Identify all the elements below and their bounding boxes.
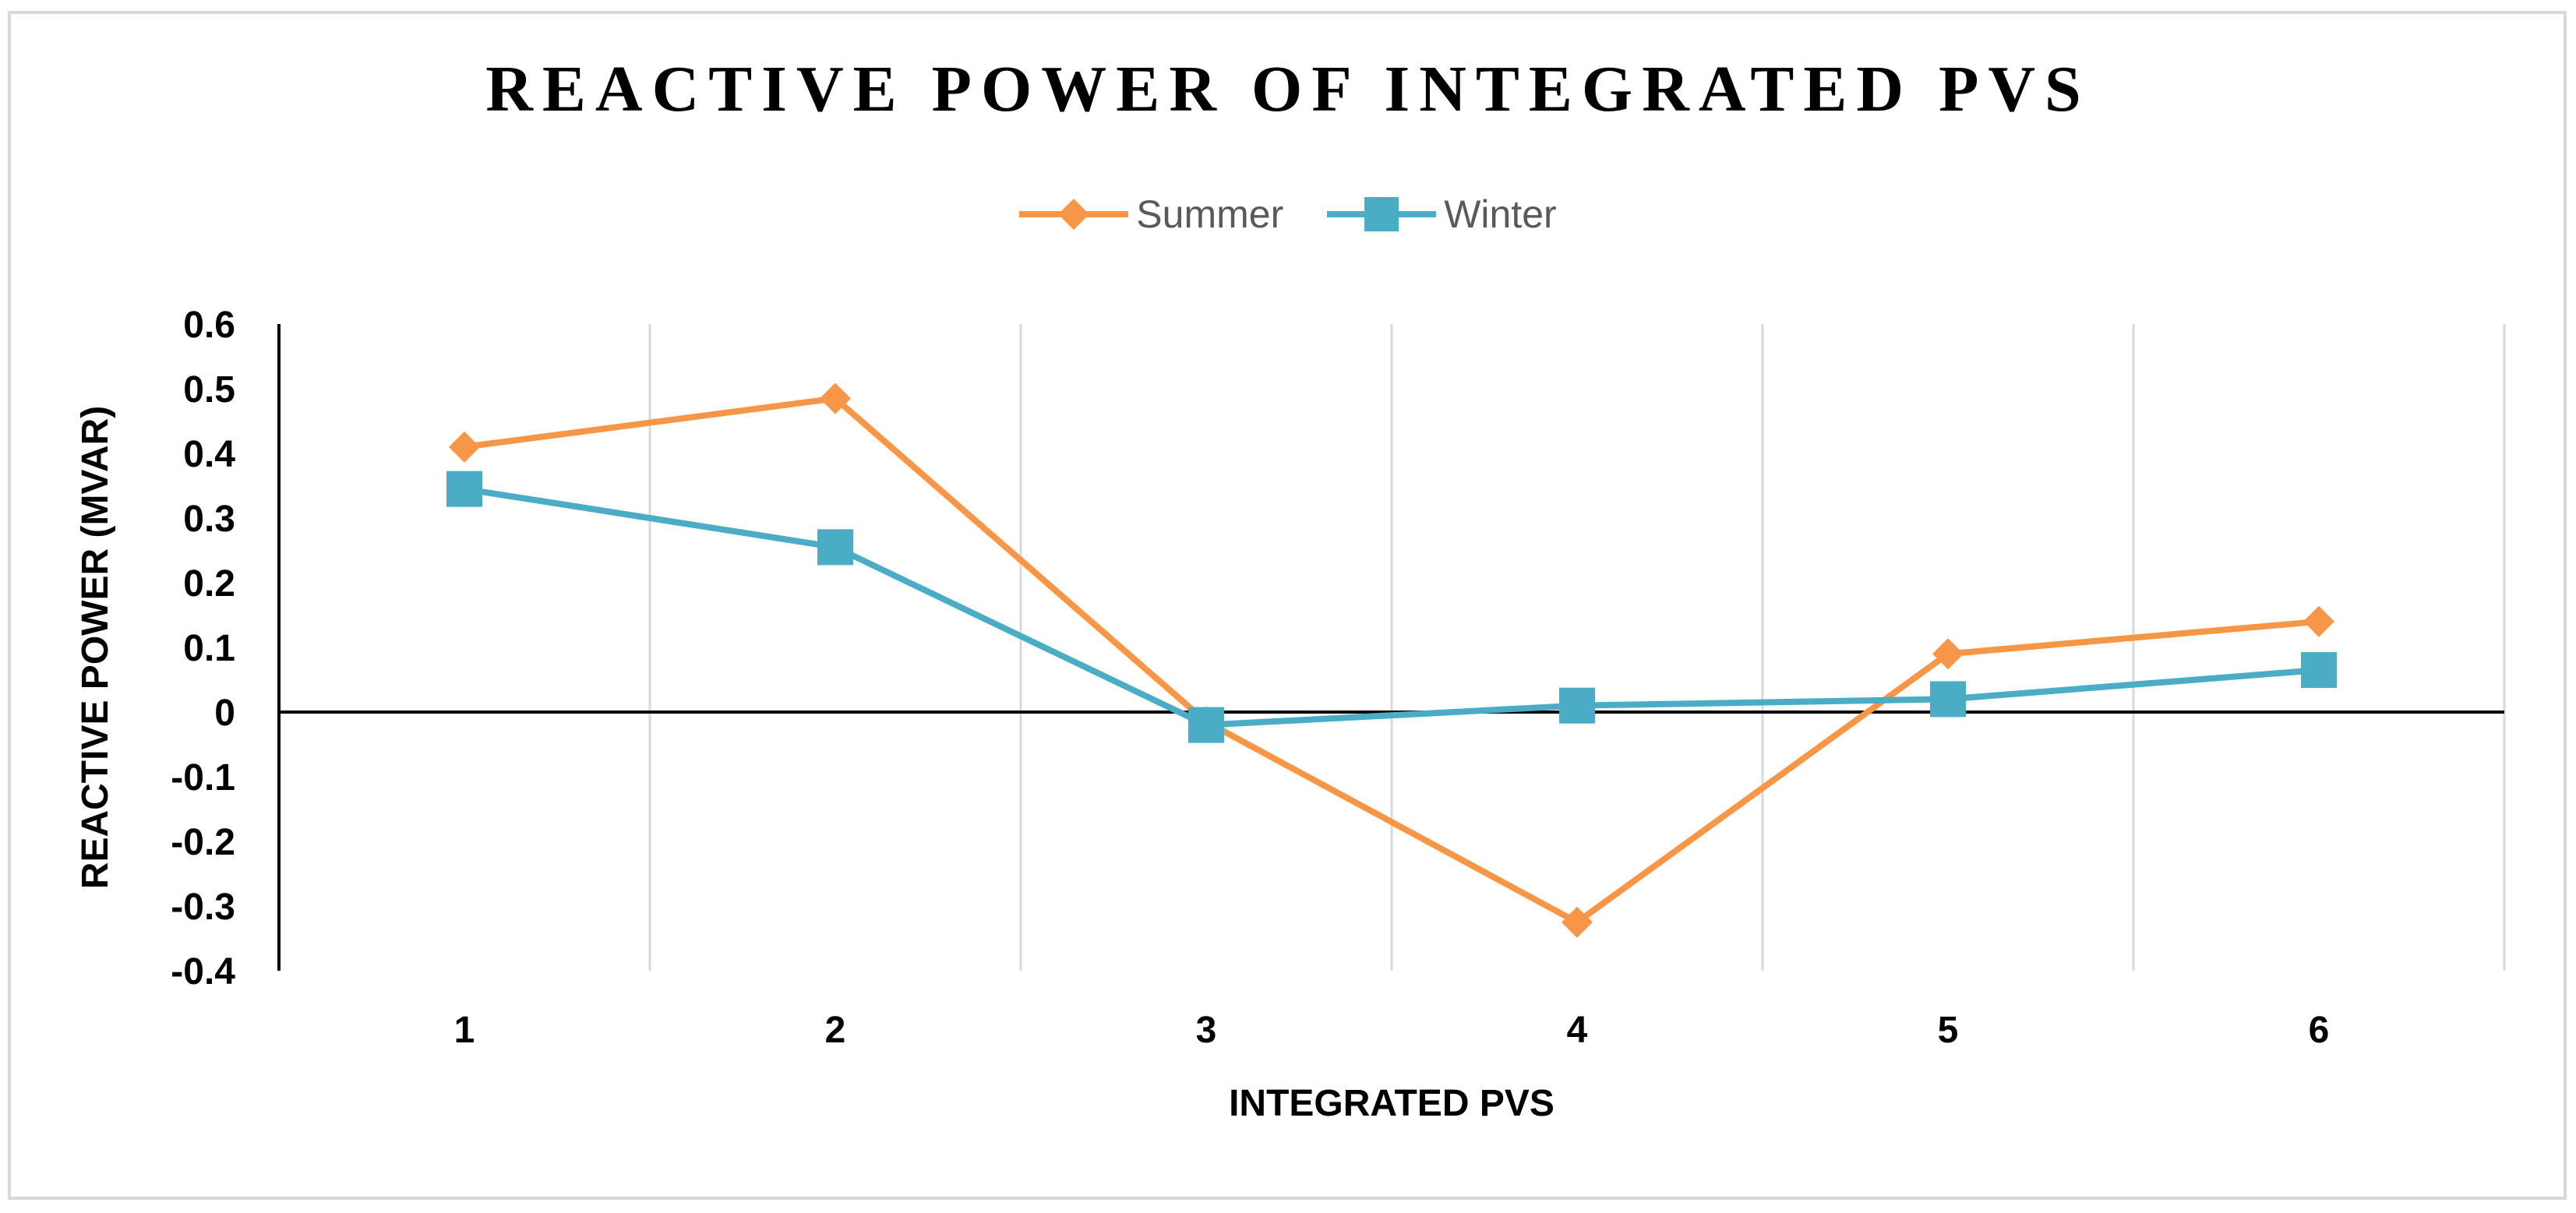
data-point-summer (1561, 906, 1593, 938)
y-tick-label: 0.6 (183, 305, 235, 346)
data-point-winter (1930, 681, 1966, 718)
legend-item-winter[interactable]: Winter (1327, 191, 1557, 238)
axes-layer (277, 324, 2504, 971)
data-point-winter (446, 471, 482, 507)
legend-swatch-winter (1327, 197, 1437, 231)
y-axis-title: REACTIVE POWER (MVAR) (75, 406, 116, 889)
data-point-winter (1559, 687, 1595, 724)
x-tick-label: 2 (825, 1010, 846, 1051)
data-point-summer (449, 431, 480, 463)
x-tick-label: 1 (454, 1010, 475, 1051)
legend-swatch-summer (1019, 199, 1129, 230)
x-tick-label: 3 (1196, 1010, 1217, 1051)
y-tick-label: 0.2 (183, 563, 235, 605)
text-layer: 0.6 0.5 0.4 0.3 0.2 0.1 0 -0.1 -0.2 -0.3 -0.4 1 2 3 4 5… (75, 305, 2329, 1124)
data-point-winter (817, 529, 853, 566)
data-point-winter (1188, 707, 1224, 743)
y-tick-label: 0.1 (183, 628, 235, 669)
legend-item-summer[interactable]: Summer (1019, 191, 1283, 238)
data-point-summer (1932, 638, 1964, 670)
data-point-winter (2301, 652, 2337, 689)
y-tick-label: -0.4 (171, 951, 235, 993)
y-tick-label: 0.3 (183, 499, 235, 540)
chart-frame (8, 11, 2567, 1200)
y-tick-label: 0 (214, 693, 235, 734)
y-tick-label: 0.4 (183, 434, 235, 475)
legend-label-summer: Summer (1136, 192, 1284, 236)
x-axis-title: INTEGRATED PVS (1229, 1083, 1554, 1124)
y-tick-label: 0.5 (183, 369, 235, 411)
y-tick-label: -0.1 (171, 757, 235, 799)
grid-layer (648, 324, 2506, 971)
x-tick-label: 4 (1567, 1010, 1588, 1051)
chart-title: REACTIVE POWER OF INTEGRATED PVS (485, 53, 2091, 125)
series-line-winter (464, 485, 2320, 728)
legend: Summer Winter (0, 185, 2576, 243)
legend-label-winter: Winter (1444, 192, 1557, 236)
y-tick-label: -0.3 (171, 887, 235, 928)
x-tick-label: 5 (1938, 1010, 1959, 1051)
data-point-summer (820, 383, 851, 414)
x-tick-label: 6 (2309, 1010, 2330, 1051)
series-line-summer (464, 395, 2320, 926)
series-layer (446, 383, 2337, 938)
y-tick-label: -0.2 (171, 822, 235, 863)
data-point-summer (2303, 605, 2334, 637)
